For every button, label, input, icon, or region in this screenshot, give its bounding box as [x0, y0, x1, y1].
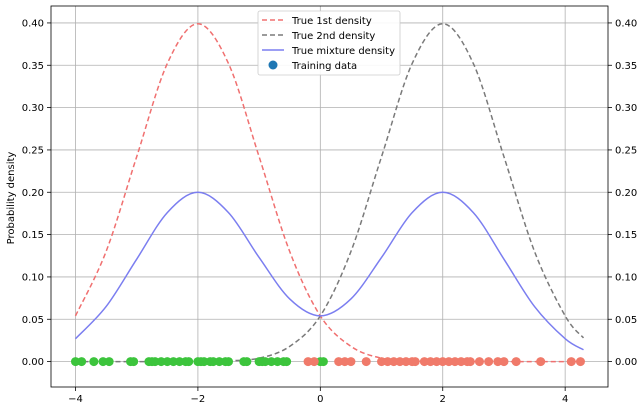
legend-marker-training-data: [268, 60, 278, 70]
legend: True 1st density True 2nd density True m…: [257, 10, 401, 76]
y-tick-label-right: 0.25: [615, 145, 637, 156]
y-tick-label-left: 0.05: [22, 315, 44, 326]
training-point: [184, 357, 194, 367]
y-tick-label-left: 0.25: [22, 145, 44, 156]
y-tick-label-right: 0.30: [615, 103, 637, 114]
training-point: [465, 357, 475, 367]
training-point: [575, 357, 585, 367]
training-point: [346, 357, 356, 367]
legend-label-training-data: Training data: [291, 61, 357, 72]
training-point: [484, 357, 494, 367]
training-point: [242, 357, 252, 367]
training-point: [77, 357, 87, 367]
training-point: [536, 357, 546, 367]
y-tick-label-left: 0.15: [22, 230, 44, 241]
y-tick-label-left: 0.35: [22, 61, 44, 72]
training-point: [361, 357, 371, 367]
training-point: [89, 357, 99, 367]
training-point: [129, 357, 139, 367]
x-tick-label: −2: [191, 394, 206, 405]
y-tick-label-left: 0.20: [22, 188, 44, 199]
y-tick-label-right: 0.20: [615, 188, 637, 199]
y-tick-label-left: 0.30: [22, 103, 44, 114]
y-tick-label-right: 0.10: [615, 272, 637, 283]
y-tick-label-left: 0.00: [22, 357, 44, 368]
training-point: [474, 357, 484, 367]
axes: −4 −2 0 2 4 0.00 0.00 0.05 0.05 0.10 0.10 0.15 0.15 0…: [22, 18, 638, 405]
training-point: [511, 357, 521, 367]
training-point: [499, 357, 509, 367]
y-tick-label-left: 0.40: [22, 18, 44, 29]
legend-box: [257, 10, 401, 76]
x-tick-label: −4: [68, 394, 83, 405]
x-tick-label: 4: [562, 394, 568, 405]
training-point: [318, 357, 328, 367]
legend-label-1st-density: True 1st density: [291, 16, 372, 27]
y-tick-label-right: 0.15: [615, 230, 637, 241]
training-point: [104, 357, 114, 367]
training-point: [224, 357, 234, 367]
plot-frame: [50, 5, 609, 388]
y-tick-label-left: 0.10: [22, 272, 44, 283]
y-tick-label-right: 0.00: [615, 357, 637, 368]
training-point: [566, 357, 576, 367]
y-axis-label: Probability density: [6, 152, 17, 245]
training-points: [70, 357, 585, 367]
training-point: [309, 357, 319, 367]
legend-label-2nd-density: True 2nd density: [291, 31, 375, 42]
y-tick-label-right: 0.05: [615, 315, 637, 326]
training-point: [282, 357, 292, 367]
series-line-3: [74, 191, 584, 351]
x-tick-label: 0: [317, 394, 323, 405]
legend-label-mixture-density: True mixture density: [291, 46, 395, 57]
y-tick-label-right: 0.35: [615, 61, 637, 72]
y-tick-label-right: 0.40: [615, 18, 637, 29]
training-point: [410, 357, 420, 367]
x-tick-label: 2: [440, 394, 446, 405]
